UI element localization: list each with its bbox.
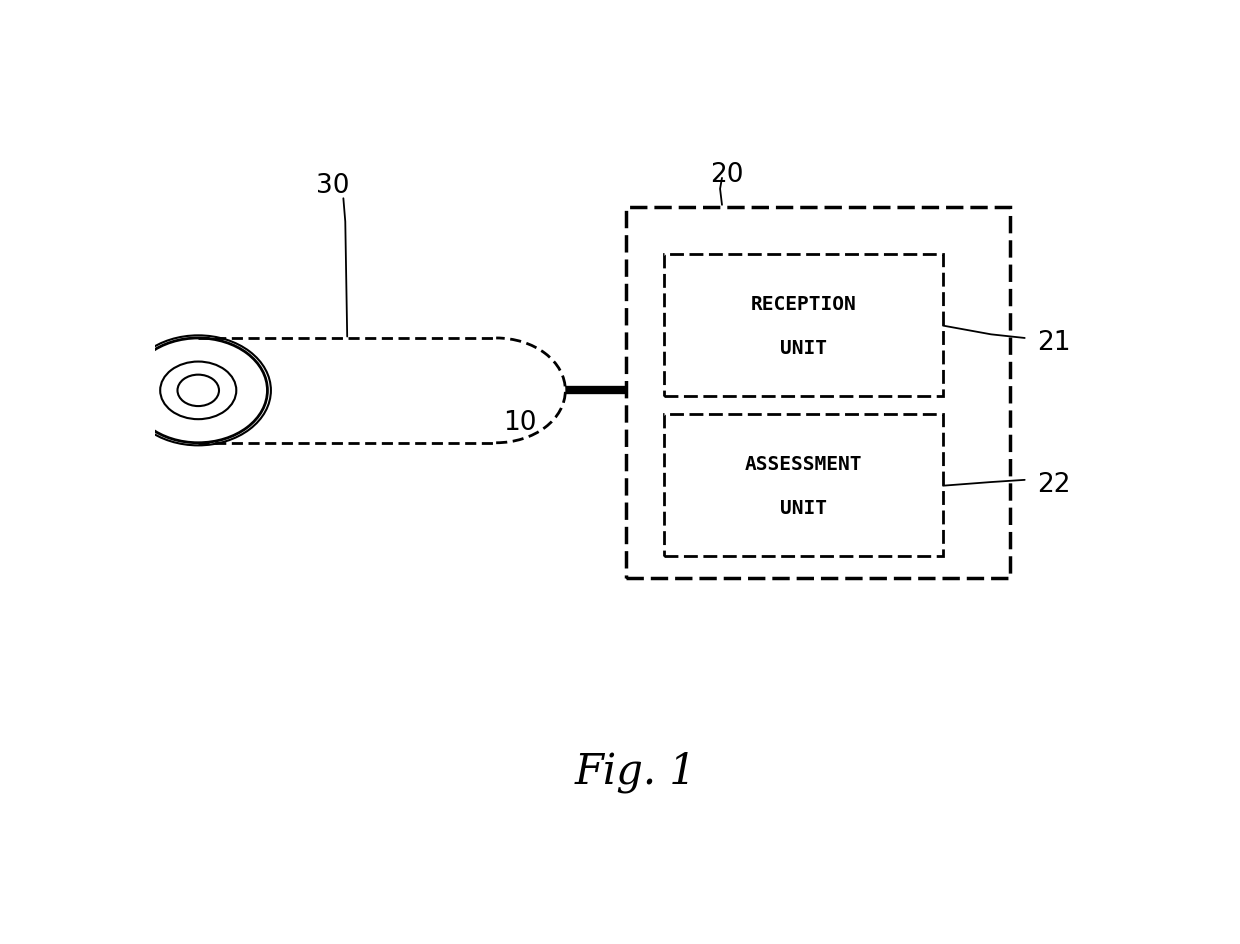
Text: UNIT: UNIT (780, 338, 827, 357)
Ellipse shape (177, 376, 219, 407)
Text: 21: 21 (1037, 329, 1070, 355)
Ellipse shape (427, 339, 565, 444)
Polygon shape (198, 339, 496, 444)
Text: 22: 22 (1037, 471, 1070, 497)
Text: 20: 20 (711, 162, 744, 188)
Text: 30: 30 (316, 173, 350, 199)
Text: UNIT: UNIT (780, 498, 827, 517)
Ellipse shape (129, 339, 268, 444)
Text: ASSESSMENT: ASSESSMENT (745, 454, 863, 474)
Text: Fig. 1: Fig. 1 (574, 750, 697, 792)
FancyBboxPatch shape (665, 255, 944, 396)
FancyBboxPatch shape (626, 208, 1011, 579)
Text: 10: 10 (503, 409, 537, 435)
Text: RECEPTION: RECEPTION (750, 295, 857, 313)
FancyBboxPatch shape (665, 415, 944, 557)
